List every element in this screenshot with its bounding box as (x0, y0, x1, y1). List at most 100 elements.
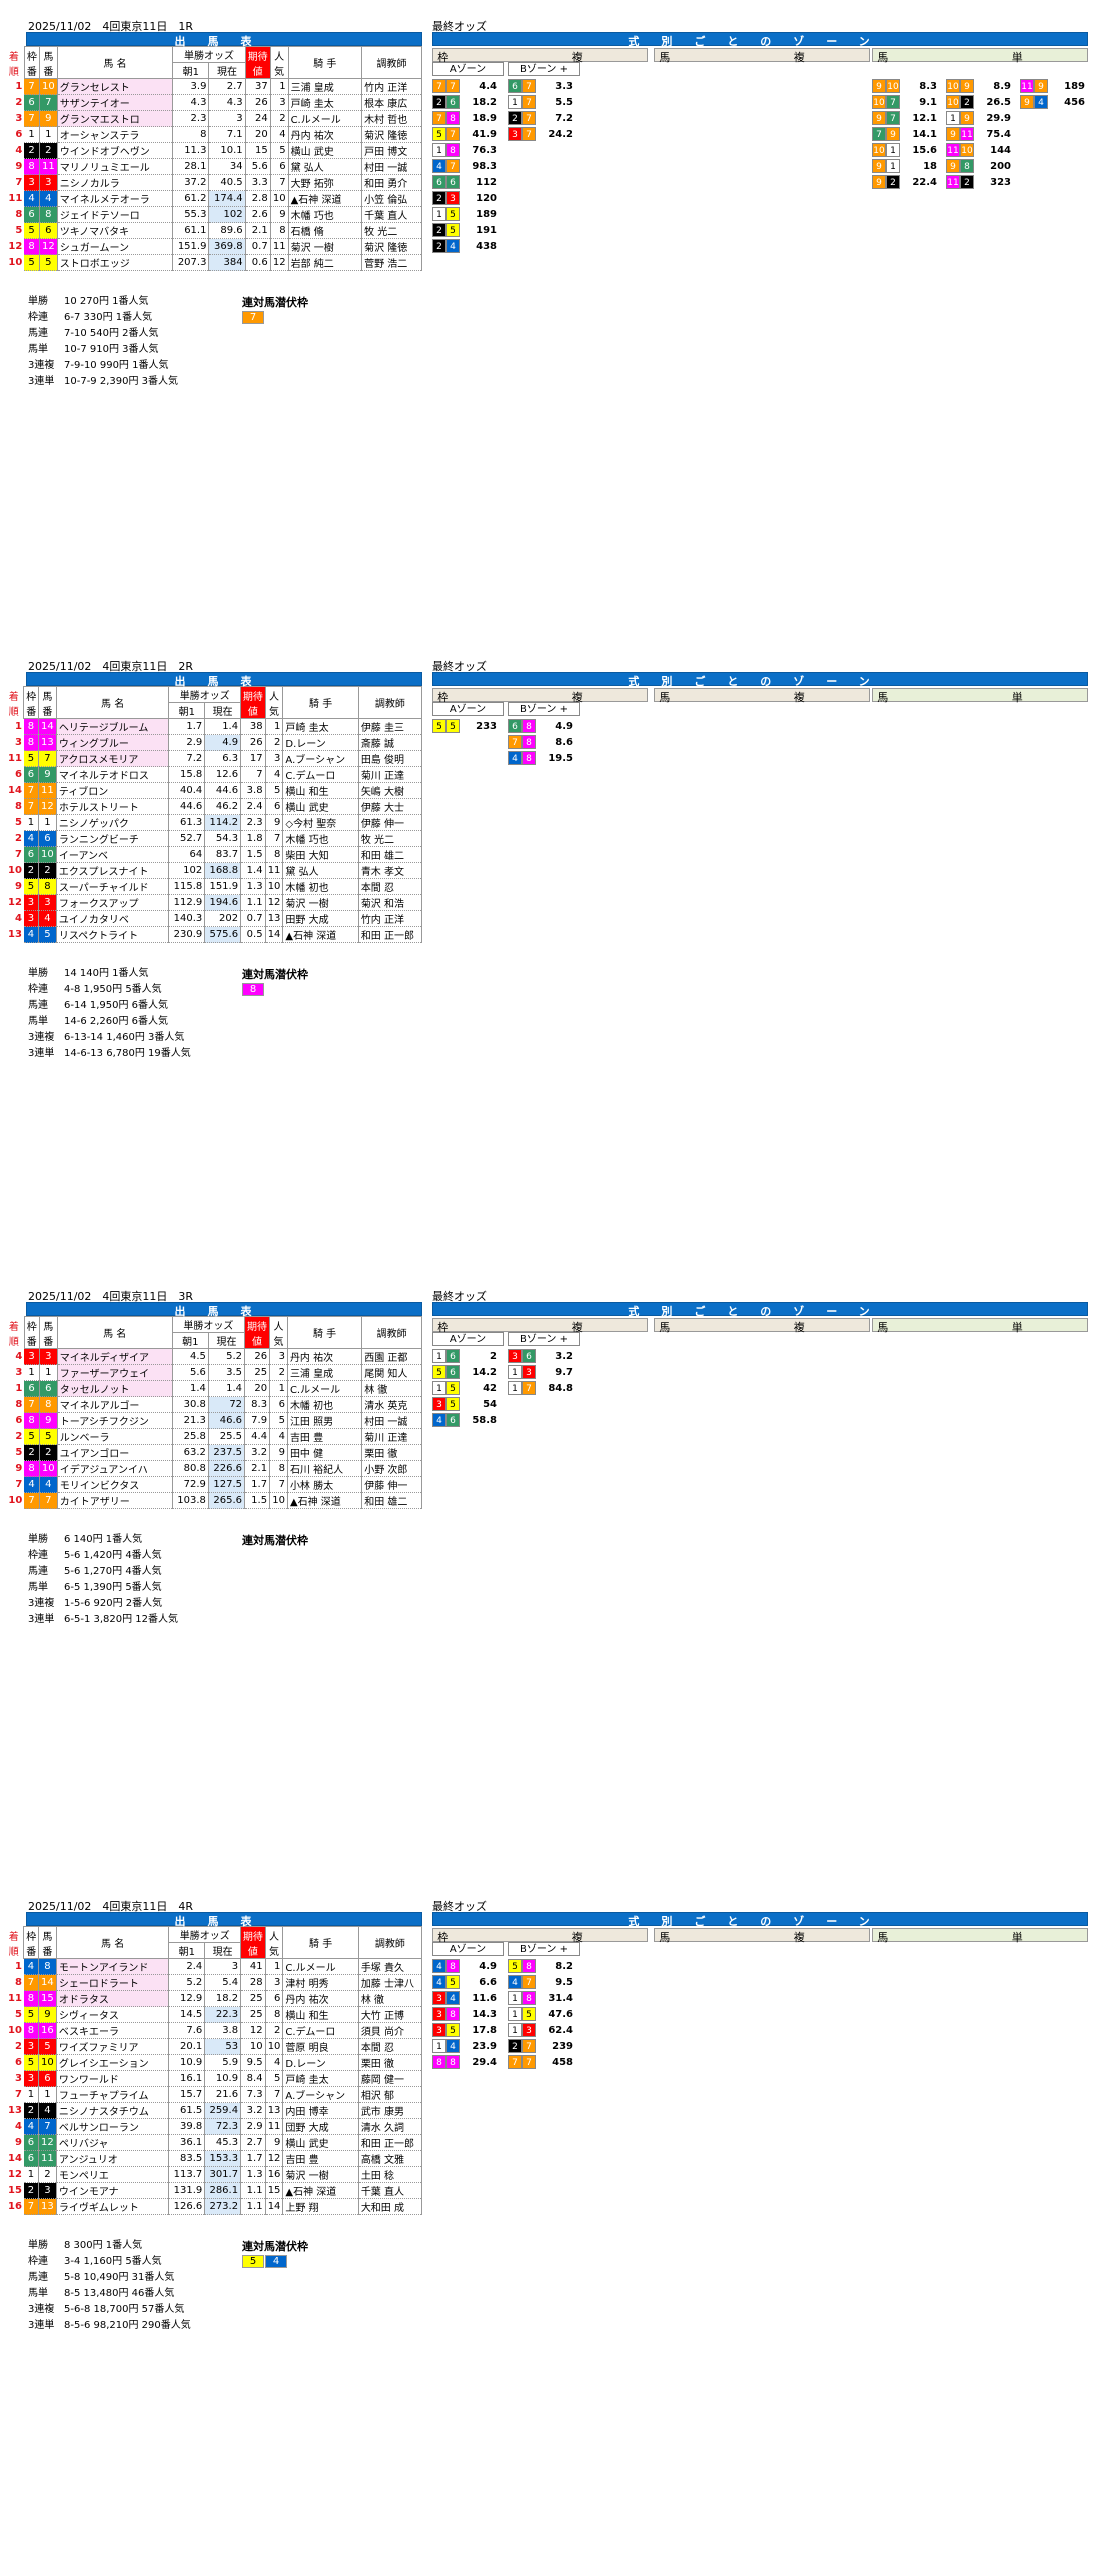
horse-row[interactable]: 12 8 12 シュガームーン 151.9 369.8 0.7 11 菊沢 一樹 菊沢 隆徳 (4, 238, 422, 255)
horse-row[interactable]: 10 2 2 エクスプレスナイト 102 168.8 1.4 11 黛 弘人 青木 孝文 (4, 862, 423, 879)
odds-value: 8.2 (555, 1960, 573, 1972)
odds-value: 8.9 (993, 80, 1011, 92)
payout-value: 10-7-9 2,390円 3番人気 (64, 376, 179, 387)
horse-row[interactable]: 11 8 15 オドラタス 12.9 18.2 25 6 丹内 祐次林 徹 (4, 1990, 423, 2007)
waku-chip: 8 (242, 983, 264, 996)
payout-value: 8-5-6 98,210円 290番人気 (64, 2320, 191, 2331)
horse-row[interactable]: 7 6 10 イーアンベ 64 83.7 1.5 8 柴田 大知 和田 雄二 (4, 846, 423, 863)
horse-row[interactable]: 14 6 11 アンジュリオ 83.5 153.3 1.7 12 吉田 豊高橋 文雅 (4, 2150, 423, 2167)
col-rank: 着順 (4, 1316, 25, 1349)
horse-row[interactable]: 3 7 9 グランマエストロ 2.3 3 24 2 C.ルメール 木村 哲也 (4, 110, 422, 127)
horse-row[interactable]: 2 4 6 ランニングビーチ 52.7 54.3 1.8 7 木幡 巧也牧 光二 (4, 830, 423, 847)
horse-table: 着順 枠番 馬番馬 名単勝オッズ 期待値 人気騎 手調教師 朝1 現在 1 8 14 ヘリテージブル… (4, 686, 423, 943)
horse-row[interactable]: 9 8 11 マリノリュミエール 28.1 34 5.6 6 黛 弘人 村田 一誠 (4, 158, 422, 175)
umatan-a-list: 9 10 8.3 10 7 9.1 9 7 12.1 7 9 14.1 10 1 15.6 9 1 18 9 2 22.… (872, 78, 940, 190)
horse-row[interactable]: 3 8 13 ウィングブルー 2.9 4.9 26 2 D.レーン 斎藤 誠 (4, 734, 423, 751)
horse-row[interactable]: 10 7 7 カイトアザリー 103.8 265.6 1.5 10 ▲石神 深道 和田 雄二 (4, 1492, 422, 1509)
horse-name: ユイノカタリベ (56, 910, 170, 927)
horse-row[interactable]: 1 4 8 モートンアイランド 2.4 3 41 1 C.ルメール 手塚 貴久 (4, 1958, 423, 1975)
horse-row[interactable]: 15 2 3 ウインモアナ 131.9 286.1 1.1 15 ▲石神 深道 千葉 直人 (4, 2182, 423, 2199)
horse-row[interactable]: 5 5 9 シヴィータス 14.5 22.3 25 8 横山 和生 大竹 正博 (4, 2006, 423, 2023)
horse-row[interactable]: 7 1 1 フューチャプライム 15.7 21.6 7.3 7 A.ブーシャン 相沢 郁 (4, 2086, 423, 2103)
waku-number: 6 (23, 2150, 39, 2167)
horse-row[interactable]: 4 4 7 ベルサンローラン 39.8 72.3 2.9 11 団野 大成 清水 久詞 (4, 2118, 423, 2135)
expected-value: 8.3 (244, 1396, 271, 1413)
horse-row[interactable]: 11 4 4 マイネルメテオーラ 61.2 174.4 2.8 10 ▲石神 深道 小笠 倫弘 (4, 190, 422, 207)
horse-row[interactable]: 9 5 8 スーパーチャイルド 115.8 151.9 1.3 10 木幡 初也 本間 忍 (4, 878, 423, 895)
race-title: 2025/11/02 4回東京11日 4R (28, 1900, 194, 1913)
horse-row[interactable]: 6 6 9 マイネルテオドロス 15.8 12.6 7 4 C.デムーロ 菊川 正達 (4, 766, 423, 783)
horse-row[interactable]: 8 7 12 ホテルストリート 44.6 46.2 2.4 6 横山 武史 伊藤 大士 (4, 798, 423, 815)
combo-chip: 7 (522, 79, 536, 93)
finish-rank: 10 (4, 254, 25, 271)
horse-row[interactable]: 1 7 10 グランセレスト 3.9 2.7 37 1 三浦 皇成 竹内 正洋 (4, 78, 422, 95)
horse-row[interactable]: 13 4 5 リスペクトライト 230.9 575.6 0.5 14 ▲石神 深道 和田 正一郎 (4, 926, 423, 943)
combo-chip: 3 (446, 191, 460, 205)
expected-value: 1.5 (244, 1492, 271, 1509)
col-jockey: 騎 手 (286, 1316, 363, 1349)
horse-row[interactable]: 7 4 4 モリインビクタス 72.9 127.5 1.7 7 小林 勝太 伊藤 伸一 (4, 1476, 422, 1493)
horse-row[interactable]: 3 3 6 ワンワールド 16.1 10.9 8.4 5 戸崎 圭太 藤岡 健一 (4, 2070, 423, 2087)
payout-line: 馬連 6-14 1,950円 6番人気 (28, 998, 191, 1014)
horse-number: 8 (38, 878, 57, 895)
payout-value: 5-6 1,420円 4番人気 (64, 1550, 162, 1561)
horse-row[interactable]: 12 3 3 フォークスアップ 112.9 194.6 1.1 12 菊沢 一樹 菊沢 和浩 (4, 894, 423, 911)
trainer-name: 大和田 成 (358, 2198, 423, 2215)
horse-row[interactable]: 10 8 16 ベスキエーラ 7.6 3.8 12 2 C.デムーロ 須貝 尚介 (4, 2022, 423, 2039)
payout-kind: 馬連 (28, 2272, 48, 2283)
popularity: 13 (265, 2102, 284, 2119)
horse-row[interactable]: 3 1 1 ファーザーアウェイ 5.6 3.5 25 2 三浦 皇成 尾関 知人 (4, 1364, 422, 1381)
horse-row[interactable]: 5 1 1 ニシノゲッパク 61.3 114.2 2.3 9 ◇今村 聖奈 伊藤 伸一 (4, 814, 423, 831)
odds-row: 1 7 84.8 (508, 1380, 576, 1396)
odds-value: 456 (1064, 96, 1085, 108)
horse-row[interactable]: 6 5 10 グレイシエーション 10.9 5.9 9.5 4 D.レーン 栗田 徹 (4, 2054, 423, 2071)
horse-row[interactable]: 10 5 5 ストロボエッジ 207.3 384 0.6 12 岩部 純二 菅野 浩二 (4, 254, 422, 271)
horse-row[interactable]: 12 1 2 モンペリエ 113.7 301.7 1.3 16 菊沢 一樹 土田 稔 (4, 2166, 423, 2183)
horse-row[interactable]: 8 6 8 ジェイドテソーロ 55.3 102 2.6 9 木幡 巧也 千葉 直人 (4, 206, 422, 223)
horse-row[interactable]: 1 6 6 タッセルノット 1.4 1.4 20 1 C.ルメール林 徹 (4, 1380, 422, 1397)
combo-chip: 7 (522, 1975, 536, 1989)
current-odds: 3.5 (208, 1364, 246, 1381)
horse-row[interactable]: 7 3 3 ニシノカルラ 37.2 40.5 3.3 7 大野 拓弥 和田 勇介 (4, 174, 422, 191)
odds-value: 3.3 (555, 80, 573, 92)
trainer-name: 加藤 士津八 (358, 1974, 423, 1991)
combo-chip: 7 (446, 79, 460, 93)
horse-row[interactable]: 4 2 2 ウインドオブヘヴン 11.3 10.1 15 5 横山 武史 戸田 博文 (4, 142, 422, 159)
morning-odds: 5.2 (168, 1974, 206, 1991)
horse-row[interactable]: 4 3 4 ユイノカタリベ 140.3 202 0.7 13 田野 大成 竹内 正洋 (4, 910, 423, 927)
horse-row[interactable]: 9 6 12 ペリバジャ 36.1 45.3 2.7 9 横山 武史 和田 正一郎 (4, 2134, 423, 2151)
odds-row: 6 6 112 (432, 174, 500, 190)
horse-row[interactable]: 8 7 8 マイネルアルゴー 30.8 72 8.3 6 木幡 初也 清水 英克 (4, 1396, 422, 1413)
horse-row[interactable]: 2 5 5 ルンベーラ 25.8 25.5 4.4 4 吉田 豊菊川 正達 (4, 1428, 422, 1445)
horse-row[interactable]: 11 5 7 アクロスメモリア 7.2 6.3 17 3 A.ブーシャン 田島 俊明 (4, 750, 423, 767)
payout-value: 5-6 1,270円 4番人気 (64, 1566, 162, 1577)
horse-row[interactable]: 2 3 5 ワイズファミリア 20.1 53 10 10 菅原 明良 本間 忍 (4, 2038, 423, 2055)
jockey-name: 戸崎 圭太 (282, 718, 359, 735)
horse-row[interactable]: 8 7 14 シェーロドラート 5.2 5.4 28 3 津村 明秀 加藤 士津八 (4, 1974, 423, 1991)
payout-value: 6-5 1,390円 5番人気 (64, 1582, 162, 1593)
jockey-name: 田野 大成 (282, 910, 359, 927)
horse-row[interactable]: 2 6 7 サザンテイオー 4.3 4.3 26 3 戸崎 圭太 根本 康広 (4, 94, 422, 111)
race-block: 2025/11/02 4回東京11日 4R 最終オッズ 出馬表 着順 枠番 馬番馬 名単勝… (0, 1880, 1093, 2480)
morning-odds: 7.2 (168, 750, 206, 767)
waku-chip: 5 (242, 2255, 264, 2268)
current-odds: 2.7 (208, 78, 246, 95)
jockey-name: ▲石神 深道 (282, 926, 359, 943)
horse-row[interactable]: 9 8 10 イデアジュアンイハ 80.8 226.6 2.1 8 石川 裕紀人 小野 次郎 (4, 1460, 422, 1477)
zone-b-list: 6 7 3.3 1 7 5.5 2 7 7.2 3 7 24.2 (508, 78, 576, 142)
horse-name: ホテルストリート (56, 798, 170, 815)
morning-odds: 113.7 (168, 2166, 206, 2183)
horse-number: 14 (38, 1974, 57, 1991)
horse-row[interactable]: 5 5 6 ツキノマバタキ 61.1 89.6 2.1 8 石橋 脩牧 光二 (4, 222, 422, 239)
horse-row[interactable]: 6 8 9 トーアシチフクジン 21.3 46.6 7.9 5 江田 照男 村田 一誠 (4, 1412, 422, 1429)
horse-row[interactable]: 1 8 14 ヘリテージブルーム 1.7 1.4 38 1 戸崎 圭太 伊藤 圭三 (4, 718, 423, 735)
horse-row[interactable]: 4 3 3 マイネルディザイア 4.5 5.2 26 3 丹内 祐次 西園 正都 (4, 1348, 422, 1365)
horse-row[interactable]: 14 7 11 ティブロン 40.4 44.6 3.8 5 横山 和生 矢嶋 大樹 (4, 782, 423, 799)
odds-row: 8 8 29.4 (432, 2054, 500, 2070)
horse-row[interactable]: 16 7 13 ライヴギムレット 126.6 273.2 1.1 14 上野 翔大和田 成 (4, 2198, 423, 2215)
horse-row[interactable]: 6 1 1 オーシャンステラ 8 7.1 20 4 丹内 祐次 菊沢 隆徳 (4, 126, 422, 143)
horse-number: 1 (38, 814, 57, 831)
current-odds: 273.2 (204, 2198, 242, 2215)
horse-row[interactable]: 13 2 4 ニシノナスタチウム 61.5 259.4 3.2 13 内田 博幸 武市 康男 (4, 2102, 423, 2119)
horse-row[interactable]: 5 2 2 ユイアンゴロー 63.2 237.5 3.2 9 田中 健栗田 徹 (4, 1444, 422, 1461)
